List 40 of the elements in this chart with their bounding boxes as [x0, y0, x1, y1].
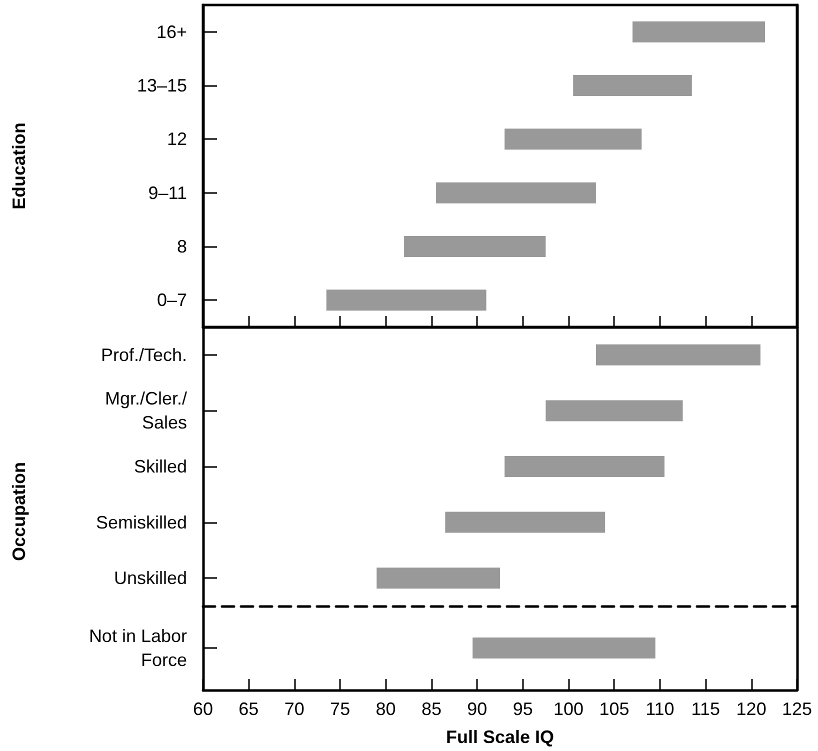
bar	[573, 75, 692, 96]
bar	[632, 21, 766, 42]
y-tick-label: 13–15	[136, 76, 187, 96]
y-tick-label: 12	[166, 129, 187, 150]
x-tick-label: 110	[646, 699, 674, 719]
x-tick-label: 70	[284, 699, 304, 719]
bar	[546, 400, 683, 422]
x-axis-title: Full Scale IQ	[446, 727, 554, 747]
y-tick-label: Skilled	[134, 456, 187, 476]
bar	[504, 456, 664, 477]
y-tick-label: 0–7	[156, 290, 187, 310]
x-tick-label: 115	[691, 699, 720, 719]
x-tick-label: 75	[330, 699, 350, 719]
x-tick-label: 85	[421, 699, 442, 719]
bar	[445, 512, 606, 533]
bar	[376, 568, 500, 589]
y-tick-label: 16+	[156, 22, 187, 42]
bar	[436, 182, 596, 204]
y-axis-title: Occupation	[9, 462, 29, 562]
bar	[596, 344, 760, 366]
x-tick-label: 105	[599, 699, 630, 719]
y-tick-label: 9–11	[148, 182, 187, 203]
y-tick-label: Semiskilled	[96, 512, 187, 532]
x-tick-label: 90	[467, 699, 488, 719]
x-tick-label: 100	[554, 699, 584, 719]
x-tick-label: 95	[512, 699, 533, 719]
x-tick-label: 60	[192, 699, 214, 719]
x-tick-label: 80	[376, 699, 396, 719]
x-tick-label: 120	[736, 699, 766, 719]
y-axis-title: Education	[9, 122, 29, 210]
bar	[326, 290, 486, 311]
bar	[404, 236, 546, 257]
x-tick-label: 125	[782, 699, 812, 719]
y-tick-label: Mgr./Cler./ Sales	[104, 388, 187, 433]
x-tick-label: 65	[238, 699, 259, 719]
bar	[504, 128, 642, 150]
y-tick-label: 8	[176, 236, 187, 256]
y-tick-label: Not in Labor Force	[88, 626, 188, 670]
y-tick-label: Prof./Tech.	[100, 344, 187, 365]
y-tick-label: Unskilled	[114, 568, 187, 588]
